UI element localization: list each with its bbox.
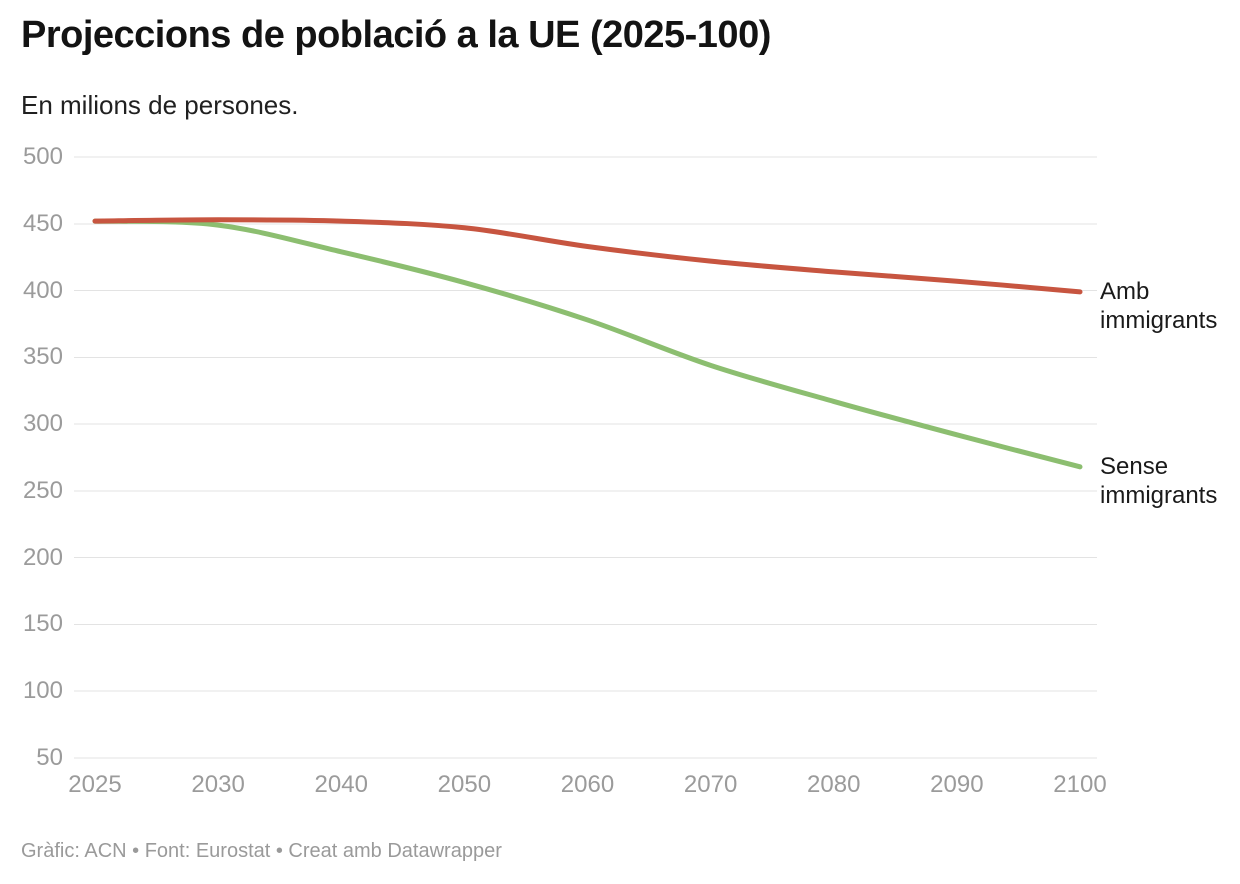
series-label-line: immigrants bbox=[1100, 481, 1218, 509]
x-tick-label-2040: 2040 bbox=[314, 771, 368, 798]
series-line-amb-immigrants bbox=[92, 217, 1083, 295]
y-tick-label-350: 350 bbox=[22, 343, 63, 371]
x-tick-label-2080: 2080 bbox=[807, 771, 861, 798]
x-tick-label-2030: 2030 bbox=[191, 771, 245, 798]
chart-subtitle: En milions de persones. bbox=[21, 90, 299, 120]
series-label-line: Amb bbox=[1100, 277, 1150, 305]
y-tick-label-450: 450 bbox=[22, 209, 63, 237]
y-tick-label-150: 150 bbox=[22, 610, 63, 638]
y-tick-label-200: 200 bbox=[22, 543, 63, 571]
series-label-amb-immigrants: Amb immigrants bbox=[1100, 277, 1217, 335]
x-tick-label-2070: 2070 bbox=[683, 771, 738, 798]
x-tick-label-2060: 2060 bbox=[560, 771, 615, 798]
y-tick-label-50: 50 bbox=[36, 744, 63, 771]
chart-title: Projeccions de població a la UE (2025-10… bbox=[21, 14, 771, 56]
y-tick-label-100: 100 bbox=[22, 677, 63, 705]
series-label-line: immigrants bbox=[1100, 306, 1218, 334]
y-tick-label-400: 400 bbox=[22, 276, 63, 304]
y-tick-label-500: 500 bbox=[22, 143, 63, 170]
x-tick-label-2100: 2100 bbox=[1053, 771, 1107, 798]
x-tick-label-2090: 2090 bbox=[930, 771, 984, 798]
series-label-sense-immigrants: Sense immigrants bbox=[1100, 452, 1217, 510]
series-line-sense-immigrants bbox=[92, 218, 1083, 470]
series-label-line: Sense bbox=[1100, 452, 1169, 480]
x-tick-label-2025: 2025 bbox=[68, 771, 122, 798]
y-tick-label-250: 250 bbox=[22, 476, 63, 504]
x-tick-label-2050: 2050 bbox=[437, 771, 492, 798]
y-tick-label-300: 300 bbox=[22, 410, 63, 438]
chart-credit: Gràfic: ACN • Font: Eurostat • Creat amb… bbox=[21, 840, 502, 862]
